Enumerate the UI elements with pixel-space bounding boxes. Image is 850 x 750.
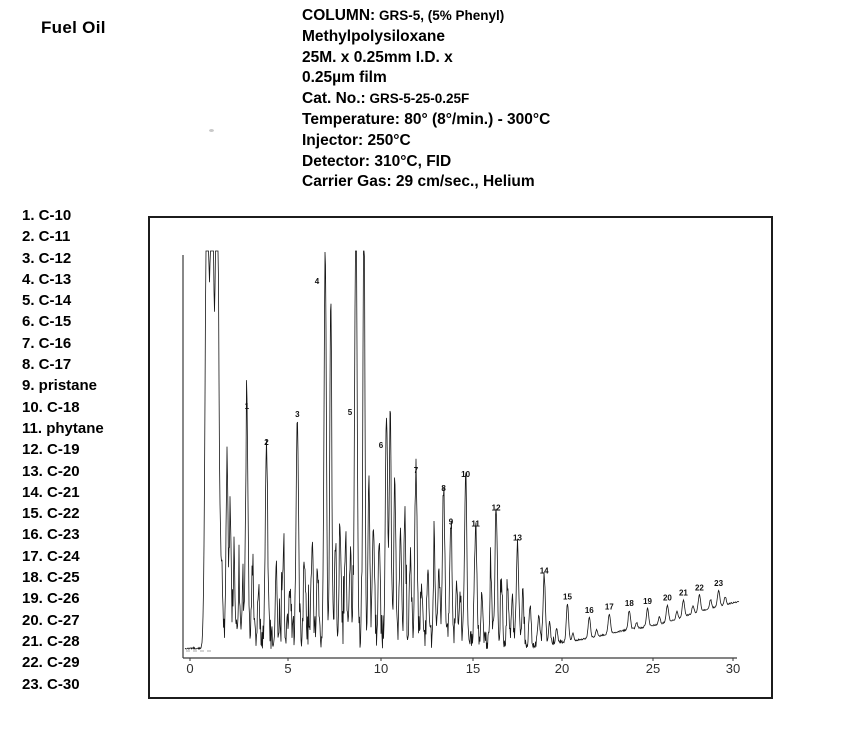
condition-line: 0.25µm film — [302, 68, 550, 89]
peak-number-label: 5 — [348, 408, 353, 417]
peak-list-item: 15. C-22 — [22, 505, 80, 523]
condition-value: GRS-5, (5% Phenyl) — [375, 8, 505, 23]
peak-list-item: 11. phytane — [22, 419, 104, 437]
x-axis-tick-label: 10 — [374, 661, 388, 676]
peak-list-item: 5. C-14 — [22, 292, 72, 310]
peak-number-label: 18 — [625, 599, 634, 608]
condition-label: Injector: 250°C — [302, 131, 411, 149]
peak-number-label: 8 — [441, 484, 446, 493]
peak-list-item: 2. C-11 — [22, 228, 71, 246]
peak-number-label: 4 — [315, 277, 320, 286]
condition-label: Carrier Gas: 29 cm/sec., Helium — [302, 173, 535, 191]
peak-list-item: 13. C-20 — [22, 462, 80, 480]
condition-label: Methylpolysiloxane — [302, 27, 445, 45]
peak-list-item: 17. C-24 — [22, 547, 80, 565]
condition-label: Temperature: 80° (8°/min.) - 300°C — [302, 110, 551, 128]
peak-number-label: 6 — [379, 441, 384, 450]
peak-number-label: 19 — [643, 597, 652, 606]
peak-number-label: 11 — [471, 520, 480, 529]
peak-number-label: 21 — [679, 589, 688, 598]
x-axis-tick-label: 25 — [646, 661, 660, 676]
peak-number-label: 22 — [695, 583, 704, 592]
peak-list-item: 23. C-30 — [22, 675, 80, 693]
peak-list-item: 1. C-10 — [22, 207, 72, 224]
condition-value: GRS-5-25-0.25F — [365, 91, 470, 107]
condition-label: 0.25µm film — [302, 69, 387, 87]
peak-number-label: 17 — [605, 602, 614, 611]
condition-label: 25M. x 0.25mm I.D. x — [302, 48, 453, 66]
scan-artifact-dot — [209, 129, 214, 132]
condition-line: Cat. No.: GRS-5-25-0.25F — [302, 89, 550, 110]
peak-list-item: 12. C-19 — [22, 441, 80, 459]
peak-list-item: 21. C-28 — [22, 632, 80, 650]
peak-list-item: 10. C-18 — [22, 398, 80, 416]
condition-label: Cat. No.: — [302, 90, 366, 108]
peak-number-label: 14 — [540, 567, 549, 576]
peak-list-item: 20. C-27 — [22, 611, 80, 629]
condition-line: Methylpolysiloxane — [302, 27, 550, 48]
condition-label: COLUMN: — [302, 7, 376, 24]
condition-label: Detector: 310°C, FID — [302, 152, 452, 170]
peak-number-label: 20 — [663, 594, 672, 603]
peak-number-label: 23 — [714, 579, 723, 588]
peak-number-label: 13 — [513, 534, 522, 543]
x-axis-tick-label: 30 — [726, 661, 740, 676]
peak-number-label: 16 — [585, 606, 594, 615]
peak-list-item: 6. C-15 — [22, 313, 72, 331]
peak-number-label: 10 — [461, 470, 470, 479]
peak-list-item: 3. C-12 — [22, 249, 72, 267]
x-axis-tick-label: 15 — [466, 661, 480, 676]
peak-identification-list: 1. C-10 2. C-11 3. C-12 4. C-13 5. C-14 6. C-… — [22, 205, 104, 695]
condition-line: 25M. x 0.25mm I.D. x — [302, 48, 550, 69]
peak-list-item: 22. C-29 — [22, 654, 80, 672]
peak-list-item: 16. C-23 — [22, 526, 80, 544]
peak-list-item: 19. C-26 — [22, 590, 80, 608]
sample-title: Fuel Oil — [41, 18, 106, 37]
x-axis-tick-label: 5 — [284, 661, 291, 676]
condition-line: Detector: 310°C, FID — [302, 152, 550, 173]
x-axis-tick-label: 0 — [186, 661, 193, 676]
peak-number-label: 7 — [414, 466, 419, 475]
peak-list-item: 4. C-13 — [22, 270, 72, 288]
peak-number-label: 3 — [295, 410, 300, 419]
condition-line: Injector: 250°C — [302, 131, 550, 152]
condition-line: COLUMN: GRS-5, (5% Phenyl) — [302, 6, 550, 27]
peak-number-label: 1 — [245, 402, 250, 411]
chromatogram-trace — [184, 250, 740, 650]
condition-line: Temperature: 80° (8°/min.) - 300°C — [302, 110, 550, 131]
chromatogram-panel: 0 5 10 15 20 25 30 1 2 3 4 5 6 7 8 9 10 11 12 13 14 15 16 17 18 1… — [148, 216, 773, 699]
x-axis-tick-label: 20 — [555, 661, 569, 676]
peak-list-item: 7. C-16 — [22, 334, 72, 352]
column-conditions-block: COLUMN: GRS-5, (5% Phenyl) Methylpolysilo… — [302, 6, 550, 193]
peak-number-label: 9 — [449, 518, 454, 527]
peak-list-item: 14. C-21 — [22, 483, 80, 501]
peak-number-label: 2 — [264, 438, 269, 447]
peak-number-label: 12 — [492, 504, 501, 513]
condition-line: Carrier Gas: 29 cm/sec., Helium — [302, 172, 550, 193]
peak-number-label: 15 — [563, 593, 572, 602]
peak-list-item: 8. C-17 — [22, 356, 72, 374]
peak-list-item: 18. C-25 — [22, 569, 80, 587]
peak-list-item: 9. pristane — [22, 377, 98, 395]
